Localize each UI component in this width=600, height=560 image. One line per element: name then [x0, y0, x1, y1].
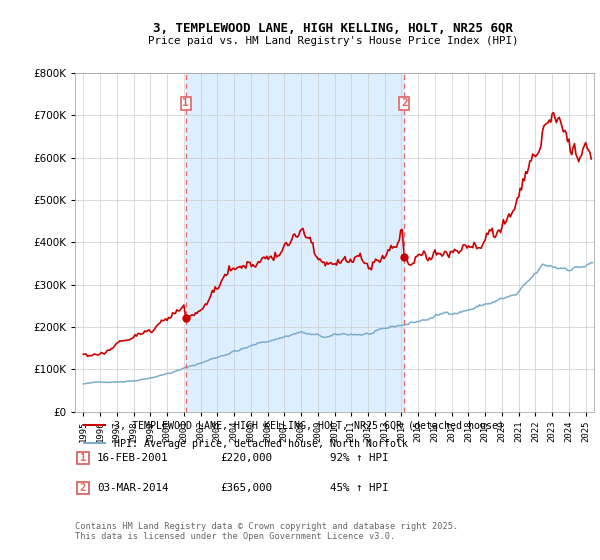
Text: 3, TEMPLEWOOD LANE, HIGH KELLING, HOLT, NR25 6QR (detached house): 3, TEMPLEWOOD LANE, HIGH KELLING, HOLT, …: [114, 420, 504, 430]
Text: Contains HM Land Registry data © Crown copyright and database right 2025.
This d: Contains HM Land Registry data © Crown c…: [75, 522, 458, 542]
Text: £220,000: £220,000: [220, 453, 272, 463]
Text: HPI: Average price, detached house, North Norfolk: HPI: Average price, detached house, Nort…: [114, 438, 408, 449]
Text: 03-MAR-2014: 03-MAR-2014: [97, 483, 169, 493]
Text: 16-FEB-2001: 16-FEB-2001: [97, 453, 169, 463]
Text: 3, TEMPLEWOOD LANE, HIGH KELLING, HOLT, NR25 6QR: 3, TEMPLEWOOD LANE, HIGH KELLING, HOLT, …: [153, 22, 513, 35]
Text: 1: 1: [182, 98, 189, 108]
Text: 1: 1: [80, 453, 86, 463]
Point: [400, 253, 409, 262]
Text: 92% ↑ HPI: 92% ↑ HPI: [330, 453, 389, 463]
FancyBboxPatch shape: [77, 452, 89, 464]
Bar: [186, 73, 404, 412]
Text: 2: 2: [80, 483, 86, 493]
Text: £365,000: £365,000: [220, 483, 272, 493]
Text: 2: 2: [401, 98, 407, 108]
Text: Price paid vs. HM Land Registry's House Price Index (HPI): Price paid vs. HM Land Registry's House …: [148, 36, 518, 46]
Point: [181, 314, 191, 323]
Text: 45% ↑ HPI: 45% ↑ HPI: [330, 483, 389, 493]
FancyBboxPatch shape: [77, 482, 89, 494]
